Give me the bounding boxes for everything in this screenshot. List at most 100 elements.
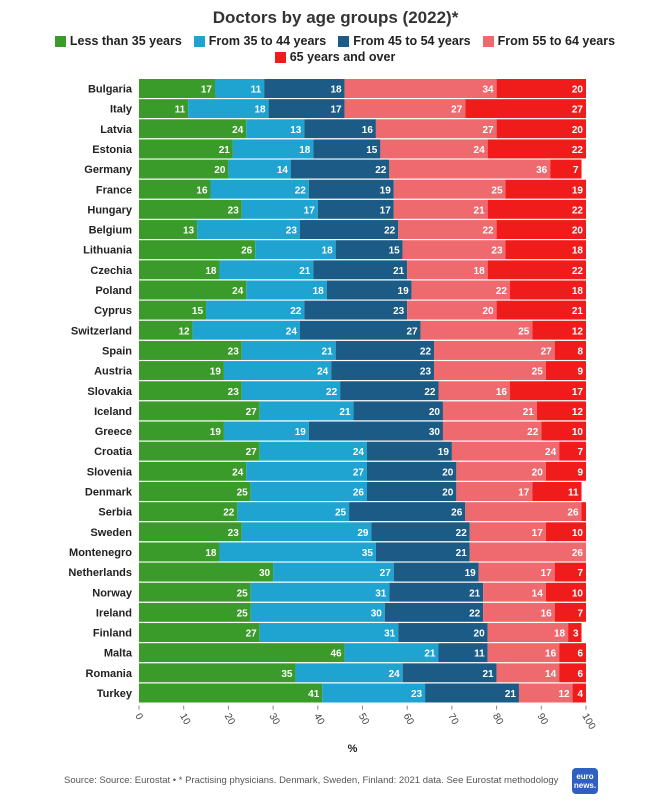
category-label: Romania <box>86 668 133 680</box>
data-label: 31 <box>384 629 396 640</box>
legend-label: From 35 to 44 years <box>208 34 327 48</box>
category-label: Estonia <box>92 144 133 156</box>
bar-segment <box>465 99 586 119</box>
data-label: 27 <box>353 467 365 478</box>
bar-segment <box>572 683 586 703</box>
data-label: 18 <box>322 246 334 257</box>
data-label: 18 <box>313 286 325 297</box>
bar-segment <box>487 643 560 663</box>
bar-segment <box>518 683 573 703</box>
bar-segment <box>331 361 435 381</box>
data-label: 29 <box>357 528 369 539</box>
data-label: 23 <box>228 205 240 216</box>
data-label: 27 <box>572 105 584 116</box>
bar-segment <box>317 199 394 219</box>
x-tick-label: 10 <box>177 712 192 728</box>
x-tick-label: 80 <box>490 712 505 728</box>
bar-segment <box>246 461 367 481</box>
bar-segment <box>139 582 251 602</box>
data-label: 8 <box>577 346 583 357</box>
data-label: 23 <box>286 226 298 237</box>
data-label: 20 <box>429 407 441 418</box>
data-label: 22 <box>384 226 396 237</box>
legend-swatch <box>193 35 205 47</box>
data-label: 41 <box>308 689 320 700</box>
bar-segment <box>393 562 479 582</box>
data-label: 19 <box>380 185 392 196</box>
bar-segment <box>554 562 586 582</box>
bar-segment <box>344 99 466 119</box>
data-label: 19 <box>295 427 307 438</box>
data-label: 22 <box>482 226 494 237</box>
bar-segment <box>241 522 372 542</box>
data-label: 19 <box>572 185 584 196</box>
bar-segment <box>259 441 367 461</box>
bar-segment <box>322 683 426 703</box>
category-label: Bulgaria <box>88 84 133 96</box>
data-label: 26 <box>567 508 579 519</box>
bar-segment <box>366 461 457 481</box>
data-label: 20 <box>532 467 544 478</box>
bar-segment <box>496 300 586 320</box>
data-label: 16 <box>362 125 374 136</box>
bar-segment <box>335 340 435 360</box>
bar-segment <box>273 562 394 582</box>
x-tick-label: 90 <box>535 712 550 728</box>
bar-segment <box>246 280 327 300</box>
bar-segment <box>210 179 309 199</box>
bar-segment <box>442 401 537 421</box>
data-label: 20 <box>474 629 486 640</box>
data-label: 17 <box>572 387 584 398</box>
bar-segment <box>304 300 408 320</box>
category-label: Norway <box>92 587 133 599</box>
data-label: 22 <box>420 346 432 357</box>
data-label: 22 <box>572 266 584 277</box>
legend-item: From 55 to 64 years <box>482 34 615 48</box>
category-label: Netherlands <box>68 567 132 579</box>
bar-segment <box>545 582 586 602</box>
data-label: 36 <box>536 165 548 176</box>
bar-segment <box>299 320 421 340</box>
bar-segment <box>139 361 224 381</box>
data-label: 18 <box>205 266 217 277</box>
bar-segment <box>393 199 488 219</box>
x-axis-label: % <box>348 743 358 755</box>
bar-segment <box>219 260 314 280</box>
source-footnote: Source: Source: Eurostat • * Practising … <box>64 775 559 786</box>
bar-segment <box>268 99 345 119</box>
legend-swatch <box>54 35 66 47</box>
bar-segment <box>402 663 497 683</box>
data-label: 23 <box>393 306 405 317</box>
bar-segment <box>541 421 586 441</box>
data-label: 24 <box>286 326 298 337</box>
bar-segment <box>139 260 220 280</box>
data-label: 11 <box>568 488 579 499</box>
bar-segment <box>139 602 251 622</box>
bar-segment <box>241 381 341 401</box>
bar-segment <box>349 502 466 522</box>
data-label: 17 <box>380 205 392 216</box>
bar-segment <box>545 361 586 381</box>
data-label: 12 <box>179 326 191 337</box>
data-label: 11 <box>175 105 186 116</box>
data-label: 14 <box>532 588 544 599</box>
category-label: Sweden <box>90 527 132 539</box>
data-label: 23 <box>411 689 423 700</box>
data-label: 27 <box>380 568 392 579</box>
data-label: 21 <box>299 266 311 277</box>
data-label: 12 <box>572 407 584 418</box>
category-label: Slovakia <box>87 386 133 398</box>
data-label: 21 <box>322 346 334 357</box>
euronews-logo[interactable]: euro news. <box>572 768 598 794</box>
bar-segment <box>398 623 488 643</box>
data-label: 26 <box>353 488 365 499</box>
bar-segment <box>366 441 452 461</box>
bar-segment <box>451 441 560 461</box>
data-label: 35 <box>281 669 293 680</box>
data-label: 23 <box>228 528 240 539</box>
bar-segment <box>139 461 247 481</box>
bar-segment <box>389 159 551 179</box>
category-label: Slovenia <box>87 466 133 478</box>
data-label: 7 <box>577 568 583 579</box>
